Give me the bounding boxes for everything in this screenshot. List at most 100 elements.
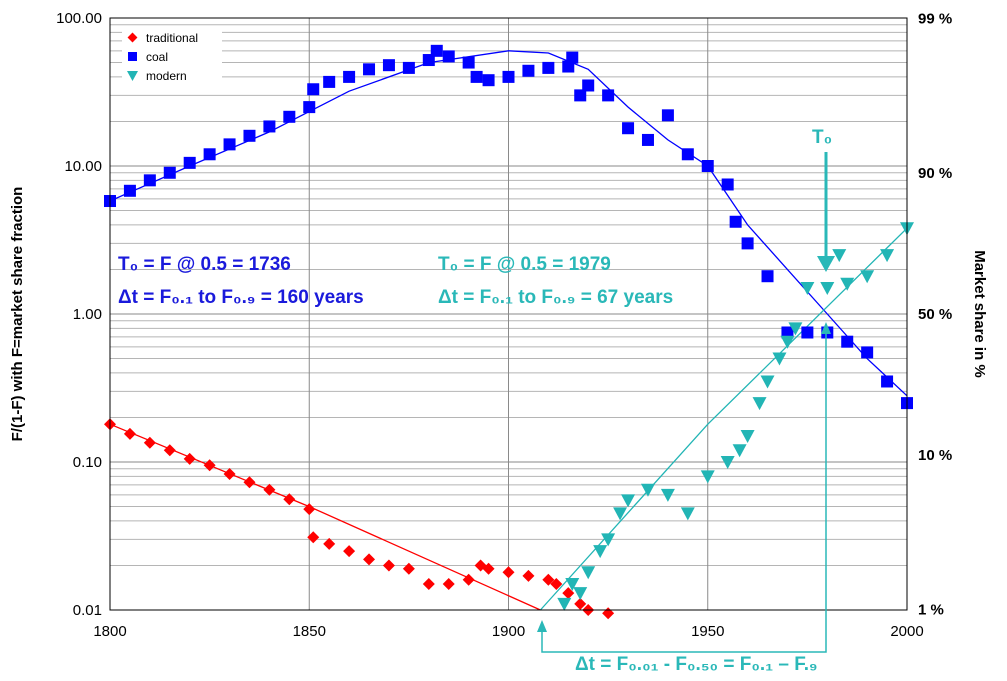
y2-axis-label: Market share in % <box>971 250 988 378</box>
plot-frame <box>109 17 908 611</box>
coal-dt-text: Δt = F₀.₁ to F₀.₉ = 160 years <box>118 287 364 308</box>
point-coal <box>741 237 754 250</box>
point-coal <box>307 83 320 96</box>
y2-tick-label: 90 % <box>918 165 952 182</box>
point-modern <box>557 597 572 611</box>
legend-marker-traditional <box>127 32 138 43</box>
grid <box>109 18 908 611</box>
point-modern <box>700 470 715 484</box>
point-traditional <box>422 577 435 590</box>
point-coal <box>143 174 156 187</box>
point-coal <box>382 59 395 72</box>
point-coal <box>422 54 435 67</box>
legend-label-traditional: traditional <box>146 31 198 45</box>
point-coal <box>681 148 694 161</box>
x-tick-label: 1800 <box>93 623 126 640</box>
point-modern <box>772 352 787 366</box>
point-coal <box>881 375 894 388</box>
legend-box <box>122 26 222 90</box>
bottom-bracket: Δt = F₀.₀₁ - F₀.₅₀ = F₀.₁ – F.₉ <box>537 322 831 675</box>
point-modern <box>880 249 895 263</box>
y-tick-label: 10.00 <box>64 158 102 175</box>
y2-tick-label: 50 % <box>918 306 952 323</box>
legend-label-modern: modern <box>146 69 187 83</box>
point-modern <box>680 507 695 521</box>
point-modern <box>832 249 847 263</box>
y-tick-labels: 0.01 0.10 1.00 10.00 100.00 <box>56 10 102 619</box>
point-coal <box>343 70 356 83</box>
modern-t0-text: T₀ = F @ 0.5 = 1979 <box>438 254 611 275</box>
legend: traditional coal modern <box>122 26 222 90</box>
y-tick-label: 100.00 <box>56 10 102 27</box>
point-coal <box>542 61 555 74</box>
point-modern <box>840 277 855 291</box>
point-traditional <box>223 467 236 480</box>
legend-label-coal: coal <box>146 50 168 64</box>
point-coal <box>363 63 376 76</box>
coal-annotation: T₀ = F @ 0.5 = 1736 Δt = F₀.₁ to F₀.₉ = … <box>118 254 364 308</box>
modern-dt-text: Δt = F₀.₁ to F₀.₉ = 67 years <box>438 287 673 308</box>
point-coal <box>602 89 615 102</box>
point-modern <box>613 507 628 521</box>
point-traditional <box>243 476 256 489</box>
y-tick-label: 0.10 <box>73 454 102 471</box>
point-coal <box>323 75 336 88</box>
legend-marker-modern <box>127 71 138 81</box>
point-coal <box>430 44 443 57</box>
point-coal <box>622 122 635 135</box>
point-coal <box>582 79 595 92</box>
point-coal <box>442 50 455 63</box>
y-tick-label: 0.01 <box>73 602 102 619</box>
point-traditional <box>382 559 395 572</box>
point-modern <box>820 281 835 295</box>
point-modern <box>780 335 795 349</box>
point-coal <box>701 160 714 172</box>
point-coal <box>462 56 475 69</box>
point-coal <box>203 148 216 161</box>
point-traditional <box>550 577 563 590</box>
point-modern <box>788 322 803 336</box>
point-coal <box>761 270 774 283</box>
point-coal <box>729 215 742 228</box>
point-modern <box>640 483 655 497</box>
point-modern <box>720 456 735 469</box>
point-traditional <box>123 427 136 440</box>
point-traditional <box>562 587 575 600</box>
point-traditional <box>307 531 320 544</box>
x-tick-label: 1850 <box>293 623 326 640</box>
point-traditional <box>143 436 156 449</box>
point-modern <box>621 494 636 508</box>
t0-marker: T₀ <box>812 127 835 272</box>
point-modern <box>573 587 588 601</box>
legend-marker-coal <box>128 52 137 61</box>
x-tick-labels: 1800 1850 1900 1950 2000 <box>93 623 923 640</box>
point-traditional <box>343 545 356 558</box>
y-axis-label: F/(1-F) with F=market share fraction <box>9 187 26 442</box>
point-traditional <box>203 459 216 472</box>
point-traditional <box>522 569 535 582</box>
point-traditional <box>283 493 296 506</box>
point-coal <box>781 326 794 339</box>
point-coal <box>801 326 814 339</box>
point-modern <box>740 429 755 443</box>
y2-tick-label: 10 % <box>918 447 952 464</box>
point-coal <box>861 346 874 359</box>
point-coal <box>522 64 535 77</box>
point-coal <box>163 166 176 179</box>
y2-tick-label: 1 % <box>918 601 944 618</box>
point-coal <box>123 184 136 197</box>
point-coal <box>470 70 483 83</box>
point-modern <box>581 566 596 580</box>
y-tick-label: 1.00 <box>73 306 102 323</box>
point-traditional <box>482 562 495 575</box>
point-traditional <box>402 562 415 575</box>
point-coal <box>283 110 296 123</box>
point-traditional <box>363 553 376 566</box>
point-modern <box>732 444 747 458</box>
point-coal <box>641 133 654 146</box>
x-tick-label: 2000 <box>890 623 923 640</box>
point-coal <box>721 178 734 191</box>
point-traditional <box>183 452 196 465</box>
point-traditional <box>323 537 336 550</box>
